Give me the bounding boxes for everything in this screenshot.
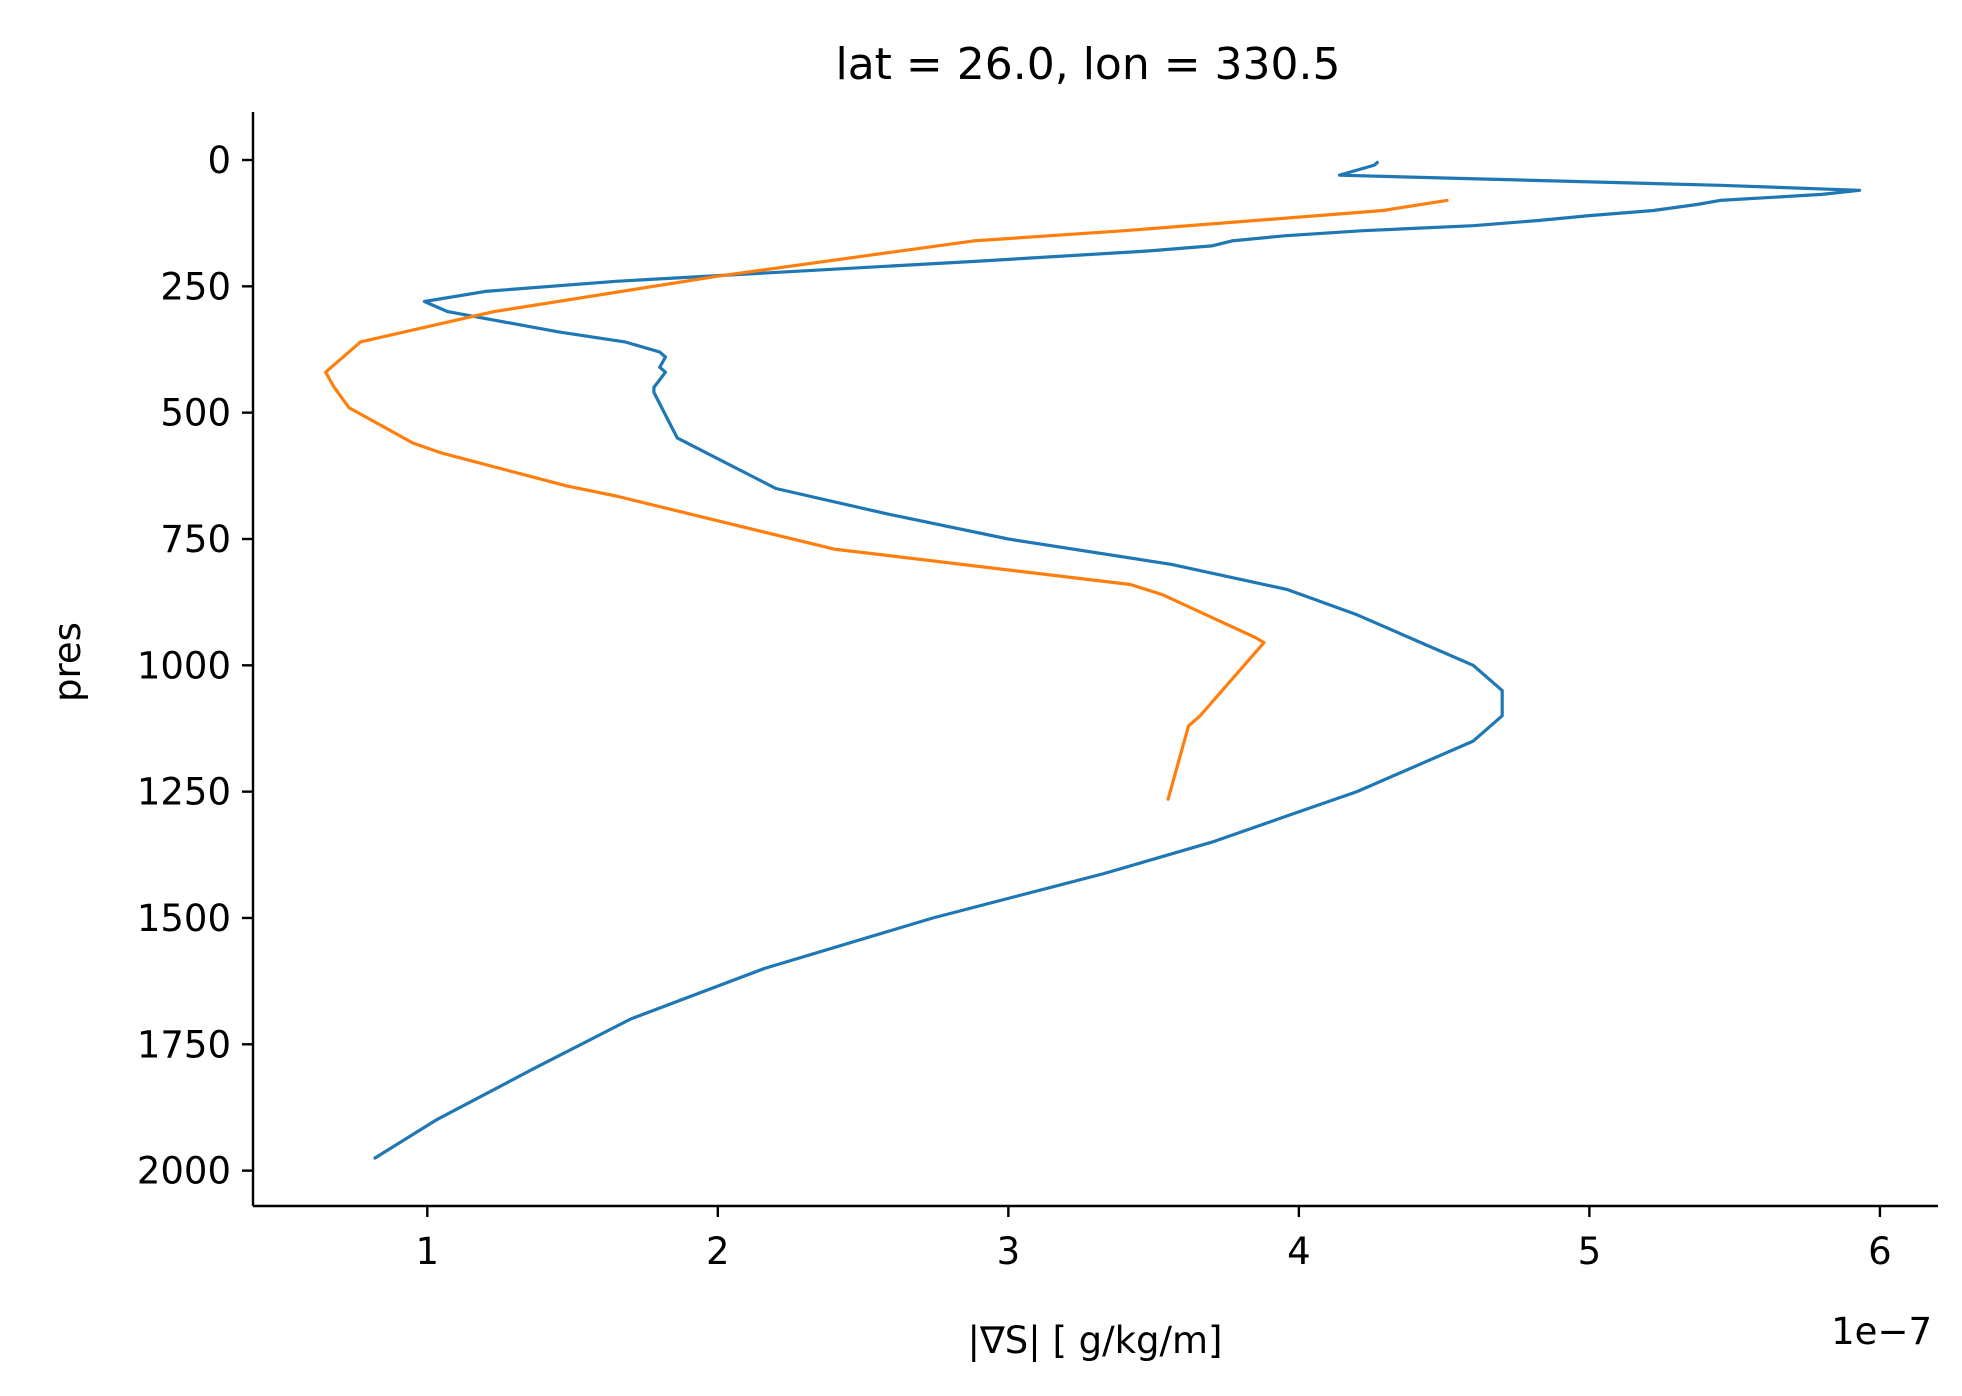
y-tick-label: 1250 (137, 771, 231, 814)
y-tick-label: 1750 (137, 1023, 231, 1066)
y-ticks: 0 250 500 750 1000 1250 1500 1750 2000 (137, 139, 253, 1193)
series-group (324, 160, 1862, 1160)
x-tick-label: 6 (1868, 1230, 1892, 1273)
x-tick-label: 5 (1578, 1230, 1602, 1273)
y-axis-label: pres (46, 622, 89, 702)
x-tick-label: 2 (706, 1230, 730, 1273)
x-ticks: 1 2 3 4 5 6 (416, 1206, 1892, 1273)
x-tick-label: 4 (1287, 1230, 1311, 1273)
y-tick-label: 1500 (137, 897, 231, 940)
y-tick-label: 250 (160, 265, 231, 308)
x-axis-offset-label: 1e−7 (1831, 1310, 1932, 1353)
chart-title: lat = 26.0, lon = 330.5 (835, 39, 1340, 90)
series-line-2 (324, 198, 1449, 801)
x-tick-label: 1 (416, 1230, 440, 1273)
y-tick-label: 750 (160, 518, 231, 561)
series-line-1 (373, 160, 1862, 1160)
x-axis-label: |∇S| [ g/kg/m] (968, 1319, 1223, 1362)
y-tick-label: 1000 (137, 644, 231, 687)
x-tick-label: 3 (997, 1230, 1021, 1273)
y-tick-label: 2000 (137, 1150, 231, 1193)
y-tick-label: 500 (160, 392, 231, 435)
y-tick-label: 0 (207, 139, 231, 182)
